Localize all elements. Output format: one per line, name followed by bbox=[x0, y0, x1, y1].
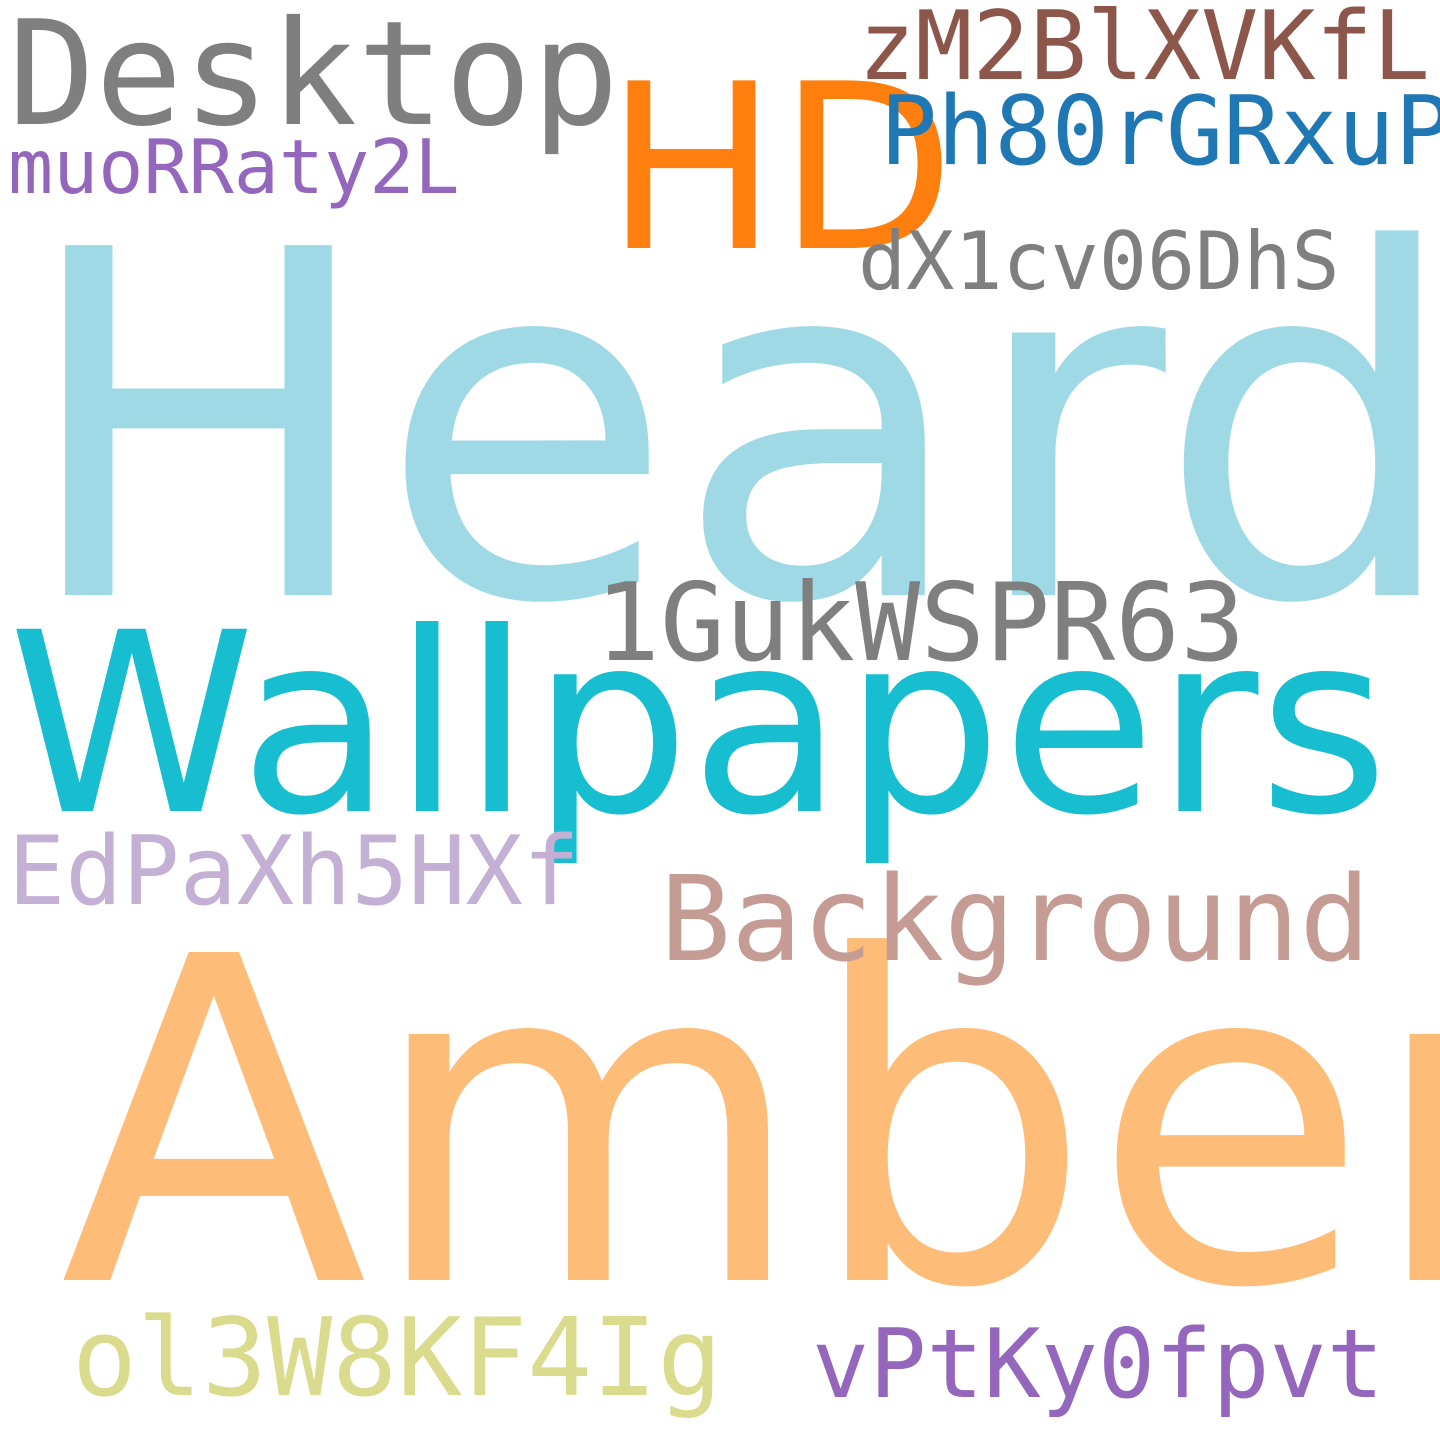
word-vptky0fpvt: vPtKy0fpvt bbox=[812, 1310, 1384, 1420]
word-dx1cv06dhs: dX1cv06DhS bbox=[858, 215, 1340, 308]
word-desktop: Desktop bbox=[8, 0, 620, 159]
word-edpaxh5hxf: EdPaXh5HXf bbox=[8, 817, 580, 927]
word-muorraty2l: muoRRaty2L bbox=[8, 123, 460, 211]
word-wallpapers: Wallpapers bbox=[8, 579, 1389, 870]
word-ol3w8kf4ig: ol3W8KF4Ig bbox=[72, 1296, 723, 1421]
word-zm2blxvkfl: zM2BlXVKfL bbox=[858, 0, 1430, 102]
word-hd: HD bbox=[605, 36, 956, 303]
word-heard: Heard bbox=[18, 150, 1440, 709]
word-amber: Amber bbox=[60, 863, 1440, 1387]
word-ph80rgrxup: Ph80rGRxuP bbox=[880, 77, 1440, 187]
word-background: Background bbox=[660, 850, 1371, 988]
word-1gukwspr63: 1GukWSPR63 bbox=[595, 561, 1246, 686]
